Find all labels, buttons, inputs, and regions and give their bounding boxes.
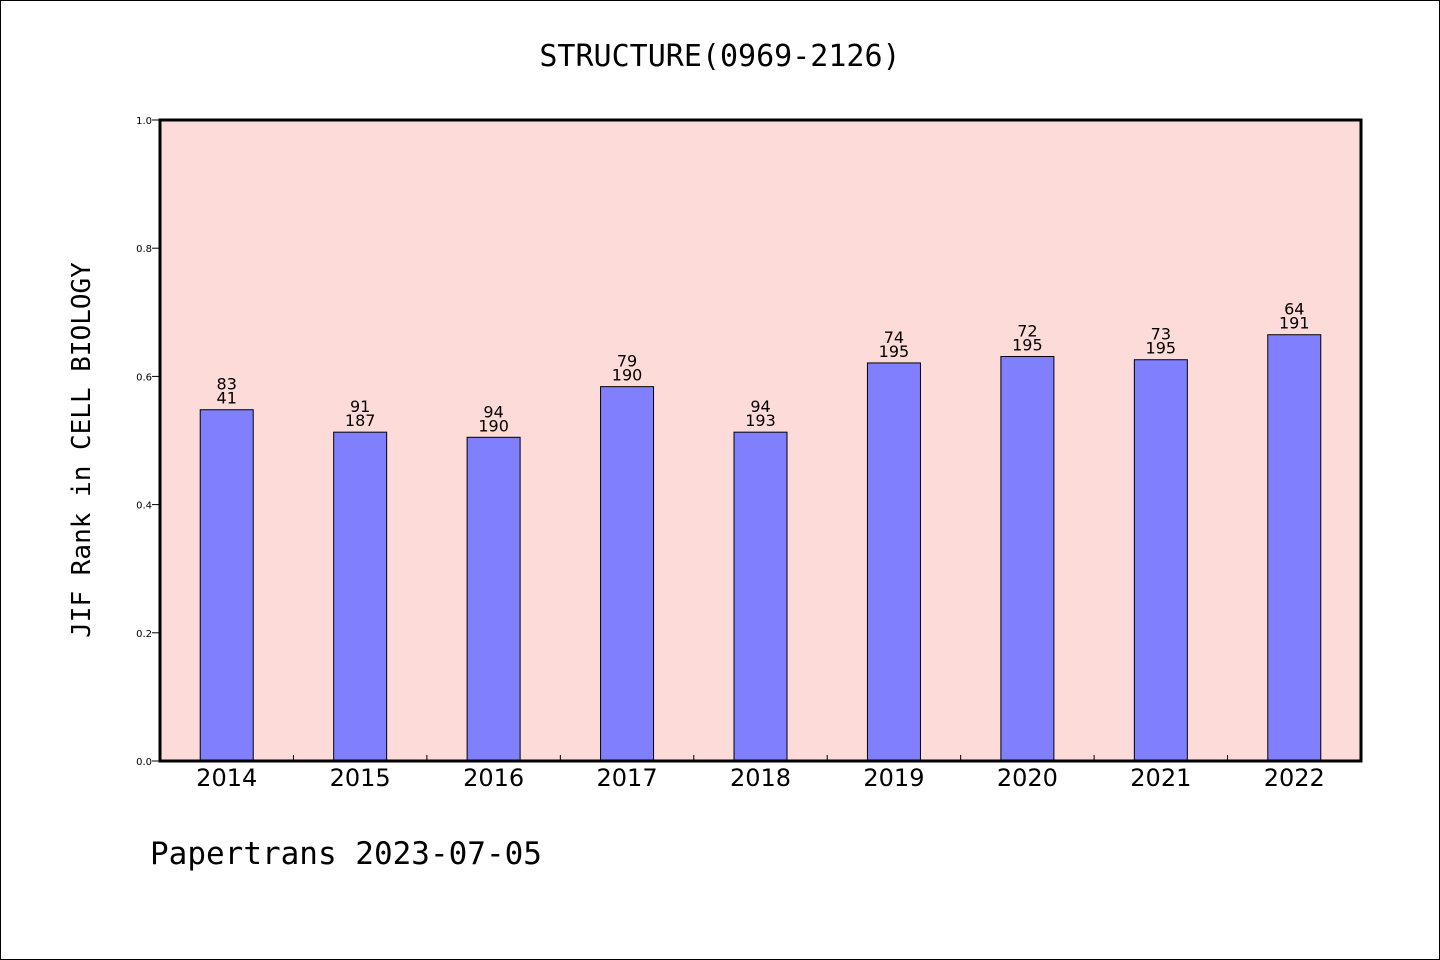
y-tick-label: 0.0 — [136, 757, 152, 768]
bar-label-total: 187 — [345, 411, 376, 430]
bar-label-rank: 83 — [217, 375, 237, 394]
bar — [466, 436, 521, 762]
y-tick-label: 0.4 — [136, 501, 152, 512]
bar-label-total: 195 — [1012, 336, 1043, 355]
bar-label-total: 190 — [612, 366, 643, 385]
bar-label-rank: 79 — [617, 352, 637, 371]
bar-label-total: 195 — [879, 342, 910, 361]
x-tick-label: 2017 — [597, 764, 658, 792]
bar-label-rank: 94 — [750, 397, 770, 416]
bar-label-rank: 91 — [350, 397, 370, 416]
bar — [866, 362, 921, 762]
x-tick-label: 2022 — [1264, 764, 1325, 792]
bar-label-rank: 72 — [1017, 322, 1037, 341]
bar — [733, 431, 788, 762]
bar — [600, 386, 655, 762]
bar-label-total: 190 — [478, 416, 509, 435]
y-axis-label: JIF Rank in CELL BIOLOGY — [67, 262, 97, 638]
bar-label-total: 193 — [745, 411, 776, 430]
chart-title: STRUCTURE(0969-2126) — [539, 39, 900, 74]
x-tick-label: 2021 — [1130, 764, 1191, 792]
bar — [333, 431, 388, 762]
bar — [199, 409, 254, 762]
y-tick-label: 0.2 — [136, 629, 152, 640]
y-tick-label: 1.0 — [136, 116, 152, 127]
bar-label-total: 41 — [217, 389, 237, 408]
x-tick-label: 2015 — [330, 764, 391, 792]
bar — [1133, 359, 1188, 762]
bar-label-rank: 74 — [884, 328, 904, 347]
bar-label-rank: 73 — [1151, 325, 1171, 344]
bar — [1000, 356, 1055, 762]
bar-label-total: 191 — [1279, 314, 1310, 333]
x-tick-label: 2020 — [997, 764, 1058, 792]
bar-label-total: 195 — [1146, 339, 1177, 358]
bar-label-rank: 64 — [1284, 300, 1304, 319]
y-tick-label: 0.6 — [136, 372, 152, 383]
footer-text: Papertrans 2023-07-05 — [150, 836, 542, 872]
x-tick-label: 2019 — [863, 764, 924, 792]
y-tick-label: 0.8 — [136, 244, 152, 255]
plot-border — [158, 118, 1363, 763]
x-tick-label: 2016 — [463, 764, 524, 792]
x-tick-label: 2018 — [730, 764, 791, 792]
bar-label-rank: 94 — [483, 402, 503, 421]
x-tick-label: 2014 — [196, 764, 257, 792]
bar — [1267, 334, 1322, 762]
